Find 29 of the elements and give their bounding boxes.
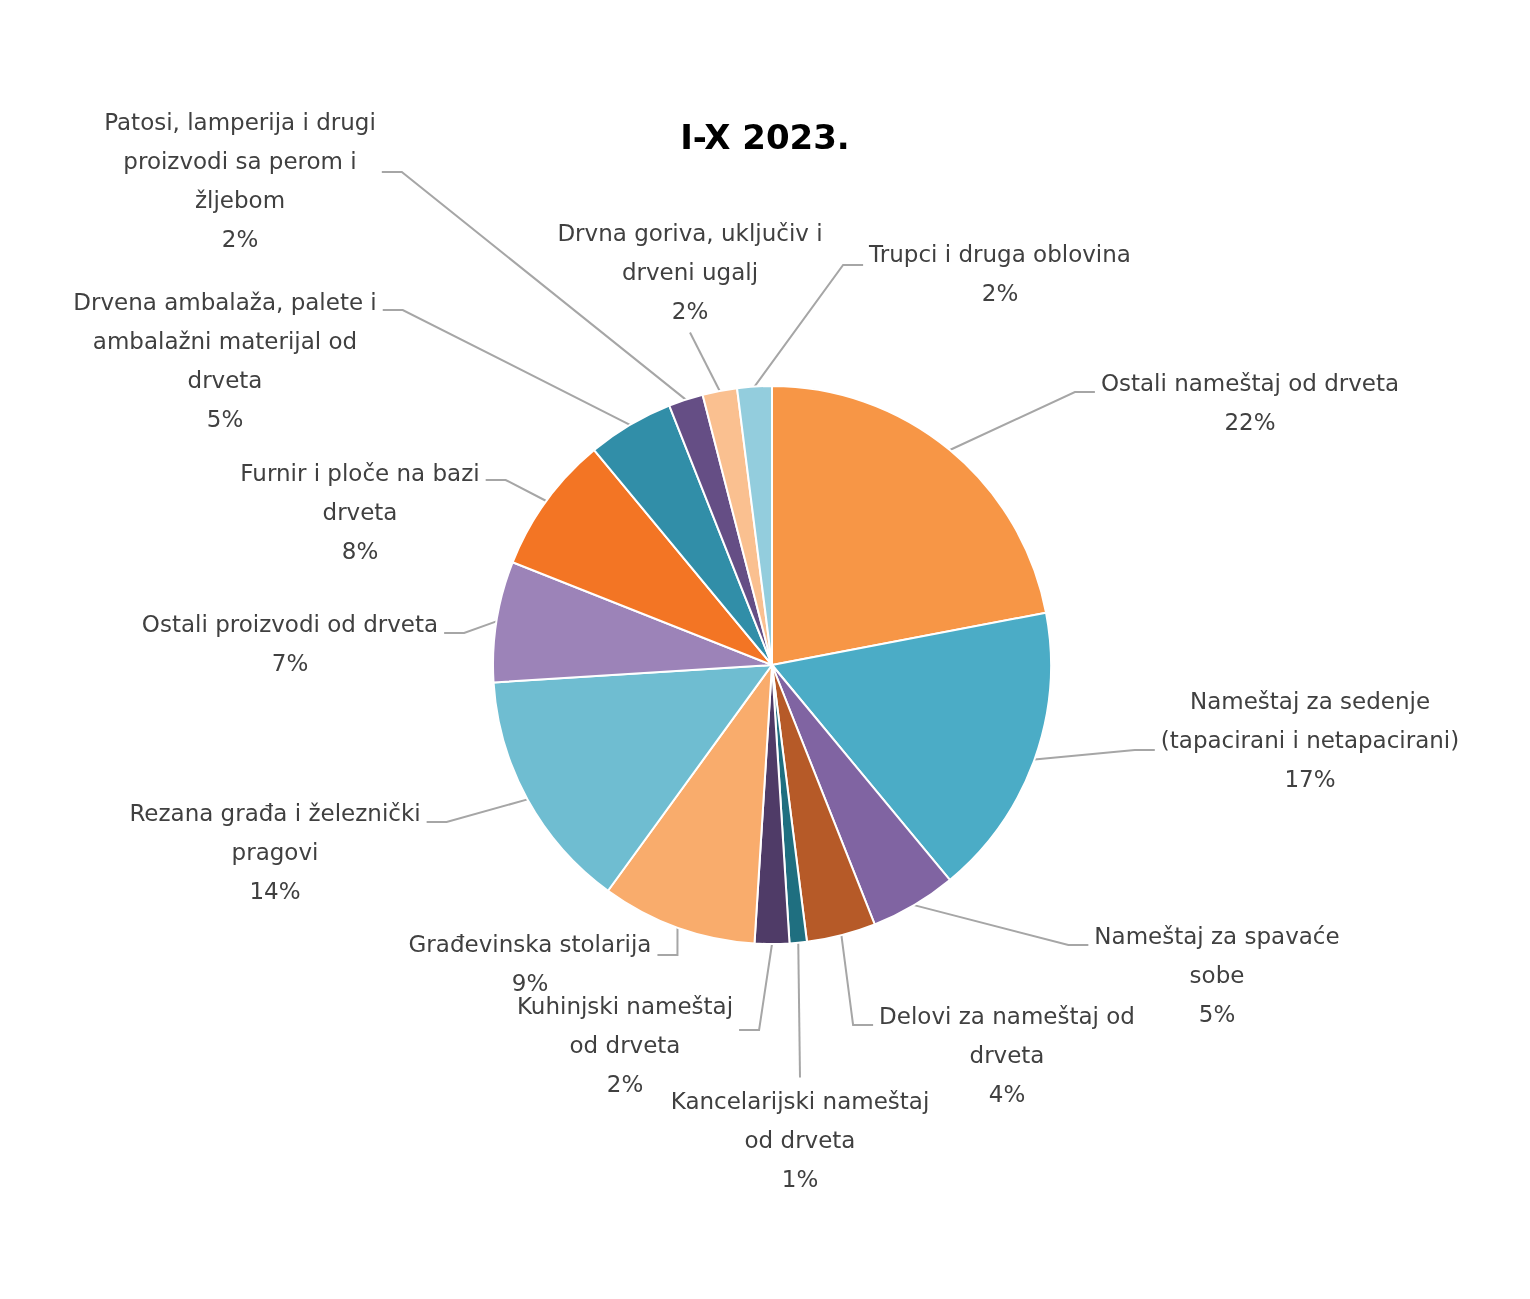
slice-label: Kuhinjski nameštaj od drveta [516,993,734,1058]
data-label: 1% [781,1166,819,1192]
slice-label: Kancelarijski nameštaj od drveta [670,1088,930,1153]
data-label: 5% [1198,1001,1236,1027]
slice-label: Ostali proizvodi od drveta [141,610,439,637]
data-label: 9% [511,969,549,996]
data-label: 8% [341,538,379,564]
data-label: 5% [206,405,244,432]
slice-label: Delovi za nameštaj od drveta [879,1003,1135,1068]
data-label: 17% [1284,766,1336,792]
data-label: 7% [271,649,309,676]
data-label: 4% [988,1081,1026,1107]
data-label: 2% [981,279,1019,306]
slice-label: Drvena ambalaža, palete i ambalažni materijal od drveta [73,288,377,393]
slice-label: Nameštaj za sedenje (tapacirani i netapacirani) [1160,688,1460,753]
data-label: 2% [606,1071,644,1097]
data-label: 22% [1224,408,1276,435]
slice-label: Rezana građa i železnički pragovi [129,800,421,865]
data-label: 2% [221,225,259,252]
slice-label: Građevinska stolarija [408,930,652,957]
data-label: 2% [671,298,709,324]
data-label: 14% [249,878,301,904]
chart-title: I-X 2023. [680,117,850,157]
slice-label: Nameštaj za spavaće sobe [1094,923,1340,988]
slice-label: Patosi, lamperija i drugi proizvodi sa perom i žljebom [104,108,376,213]
slice-label: Ostali nameštaj od drveta [1100,369,1400,396]
slice-label: Furnir i ploče na bazi drveta [240,460,480,525]
slice-label: Trupci i druga oblovina [868,240,1131,267]
slice-label: Drvna goriva, uključiv i drveni ugalj [557,220,823,285]
